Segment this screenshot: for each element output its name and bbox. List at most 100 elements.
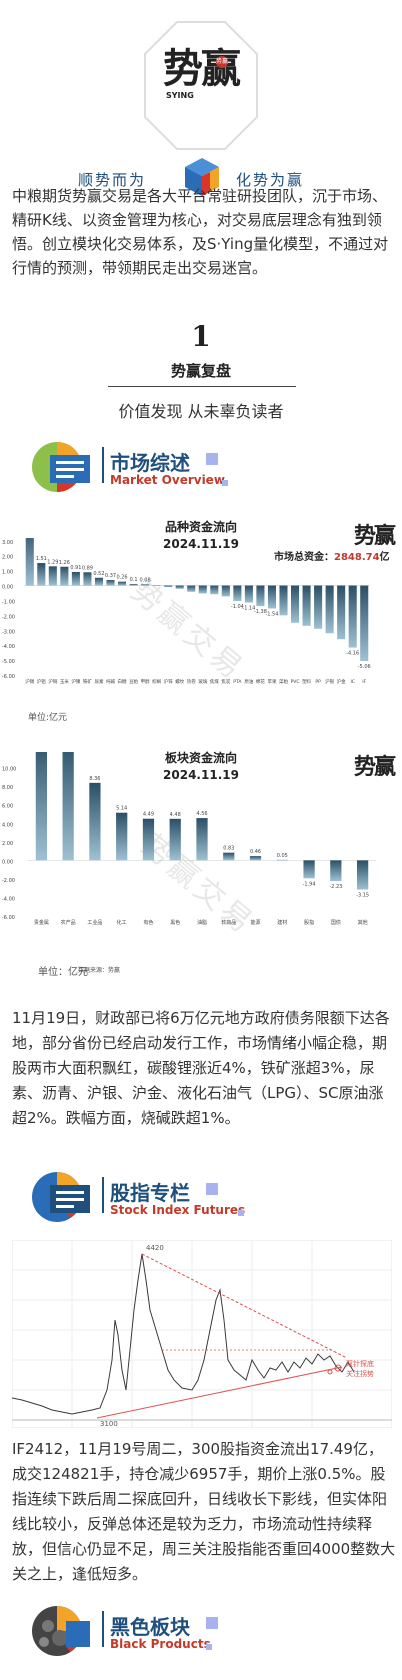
data-label: 8.36 <box>89 776 100 782</box>
market-overview-icon <box>32 442 90 492</box>
bar <box>117 581 127 586</box>
bar <box>175 585 184 589</box>
market-overview-subtitle: Market Overview <box>110 473 225 487</box>
data-label: -1.04 <box>231 604 244 610</box>
category-label: 热卷 <box>187 678 196 685</box>
category-label: 股指 <box>304 919 314 926</box>
market-overview-title: 市场综述 <box>110 451 190 475</box>
chart1-title: 品种资金流向 <box>164 520 237 534</box>
bar <box>164 585 173 588</box>
chart2-date: 2024.11.19 <box>163 768 239 782</box>
category-label: 塑料 <box>302 678 311 685</box>
category-label: PP <box>315 679 321 685</box>
slogan-left: 顺势而为 <box>78 171 147 189</box>
bar <box>198 585 207 594</box>
section-number: 1 <box>191 320 211 353</box>
bar <box>337 585 346 640</box>
data-label: 5.14 <box>116 806 127 812</box>
y-tick-label: 6.00 <box>2 804 13 810</box>
data-label: 0.89 <box>82 565 93 571</box>
stock-index-subtitle: Stock Index Futures <box>110 1203 246 1217</box>
category-label: 玉米 <box>60 678 69 685</box>
category-label: IF <box>362 679 366 685</box>
category-label: 螺纹 <box>175 678 184 685</box>
category-label: 黑色 <box>170 919 180 926</box>
y-tick-label: 0.00 <box>2 585 13 591</box>
bar <box>303 860 315 879</box>
brand-logo: 势赢 <box>163 45 241 92</box>
data-label: 4.48 <box>170 812 181 818</box>
chart2-title: 板块资金流向 <box>164 751 237 765</box>
category-label: 豆粕 <box>129 678 138 685</box>
bar <box>210 585 219 595</box>
index-low-label: 3100 <box>100 1420 118 1428</box>
header-divider <box>102 1177 104 1213</box>
bar <box>152 585 161 587</box>
category-label: 沪镍 <box>71 678 80 685</box>
y-tick-label: -1.00 <box>2 599 15 605</box>
chart1-total: 市场总资金：2848.74亿 <box>274 552 390 563</box>
category-label: 沪银 <box>325 678 334 685</box>
decor-square <box>206 1183 218 1195</box>
category-label: 焦煤 <box>210 678 219 685</box>
category-label: 沪铝 <box>37 678 46 685</box>
category-label: PVC <box>291 679 300 685</box>
y-tick-label: 10.00 <box>2 767 16 773</box>
category-label: 沪铜 <box>48 678 57 685</box>
data-label: -1.14 <box>242 606 255 612</box>
decor-square-small <box>222 480 228 486</box>
bar <box>71 571 80 586</box>
bar <box>330 860 342 882</box>
stock-index-title: 股指专栏 <box>110 1181 190 1205</box>
stock-index-chart: 4420 3100 双针探底 关注拐势 <box>12 1240 392 1428</box>
brand-seal: 势赢 <box>216 56 228 68</box>
category-label: IC <box>350 679 354 685</box>
category-label: 棉花 <box>256 678 265 685</box>
black-products-subtitle: Black Products <box>110 1637 211 1651</box>
bar <box>221 585 230 597</box>
chart2-svg: 16.0014.0012.0010.008.006.004.002.000.00… <box>2 752 376 926</box>
data-label: 0.26 <box>116 575 127 581</box>
bar <box>37 563 46 586</box>
y-tick-label: -6.00 <box>2 915 15 921</box>
bar <box>35 752 48 861</box>
section-subtitle: 价值发现 从未辜负读者 <box>118 402 284 421</box>
bar <box>141 584 150 586</box>
data-label: 0.91 <box>70 565 81 571</box>
bar <box>25 538 34 586</box>
bar <box>256 585 265 607</box>
black-products-icon <box>32 1606 90 1656</box>
category-label: 软商品 <box>221 919 236 926</box>
data-label: 0.83 <box>223 846 234 852</box>
chart1-svg: 5.004.003.002.001.000.00-1.00-2.00-3.00-… <box>2 538 371 685</box>
bar <box>129 584 138 586</box>
y-tick-label: -2.00 <box>2 614 15 620</box>
data-label: 1.51 <box>36 556 47 562</box>
category-label: 菜粕 <box>279 678 288 685</box>
market-paragraph: 11月19日，财政部已将6万亿元地方政府债务限额下达各地，部分省份已经启动发行工… <box>12 1009 390 1127</box>
stock-index-icon <box>32 1172 90 1222</box>
bar <box>314 585 323 629</box>
category-label: 化工 <box>117 919 127 926</box>
bar <box>116 812 128 861</box>
y-tick-label: 1.00 <box>2 570 13 576</box>
y-tick-label: 3.00 <box>2 540 13 546</box>
data-label: 0.52 <box>93 571 104 577</box>
category-label: 工业品 <box>87 919 102 926</box>
data-label: 1.26 <box>59 560 70 566</box>
y-tick-label: -2.00 <box>2 878 15 884</box>
y-tick-label: 2.00 <box>2 555 13 561</box>
category-label: 国债 <box>331 919 341 926</box>
category-label: PTA <box>233 679 242 685</box>
section-title: 势赢复盘 <box>170 362 231 380</box>
data-label: 0.1 <box>130 577 138 583</box>
decor-square <box>206 1617 218 1629</box>
category-label: 原油 <box>244 678 253 685</box>
category-label: 苹果 <box>267 678 276 685</box>
category-label: 沪锌 <box>164 678 173 685</box>
bar <box>290 585 300 623</box>
bar <box>360 585 369 661</box>
bar <box>302 585 311 626</box>
category-label: 油脂 <box>197 919 207 926</box>
bar <box>267 585 277 609</box>
